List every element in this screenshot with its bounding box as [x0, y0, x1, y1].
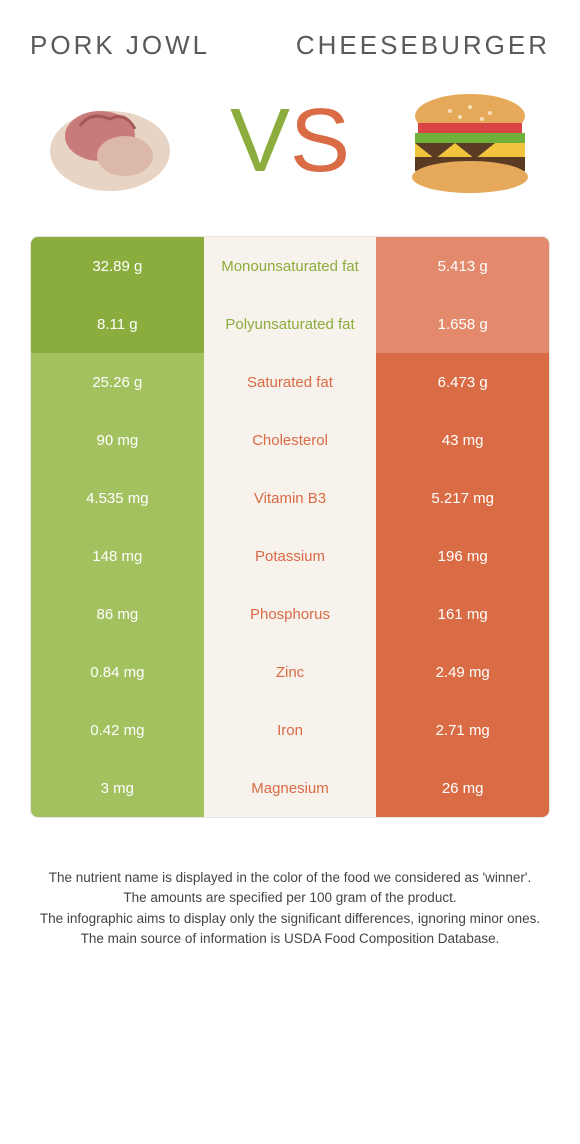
nutrient-name: Potassium [204, 527, 377, 585]
footer-line: The main source of information is USDA F… [30, 929, 550, 949]
footer-notes: The nutrient name is displayed in the co… [30, 868, 550, 949]
nutrient-name: Cholesterol [204, 411, 377, 469]
nutrient-name: Magnesium [204, 759, 377, 817]
right-value: 43 mg [376, 411, 549, 469]
nutrient-name: Iron [204, 701, 377, 759]
footer-line: The infographic aims to display only the… [30, 909, 550, 929]
nutrient-table: 32.89 gMonounsaturated fat5.413 g8.11 gP… [30, 236, 550, 818]
nutrient-name: Vitamin B3 [204, 469, 377, 527]
vs-v: V [230, 91, 290, 191]
left-value: 0.42 mg [31, 701, 204, 759]
pork-jowl-icon [30, 81, 190, 201]
cheeseburger-icon [390, 81, 550, 201]
table-row: 8.11 gPolyunsaturated fat1.658 g [31, 295, 549, 353]
footer-line: The nutrient name is displayed in the co… [30, 868, 550, 888]
table-row: 90 mgCholesterol43 mg [31, 411, 549, 469]
table-row: 3 mgMagnesium26 mg [31, 759, 549, 817]
left-value: 8.11 g [31, 295, 204, 353]
infographic: Pork jowl Cheeseburger VS [0, 0, 580, 989]
titles-row: Pork jowl Cheeseburger [30, 30, 550, 61]
table-row: 148 mgPotassium196 mg [31, 527, 549, 585]
hero-row: VS [30, 81, 550, 201]
left-value: 86 mg [31, 585, 204, 643]
left-value: 25.26 g [31, 353, 204, 411]
nutrient-name: Phosphorus [204, 585, 377, 643]
right-value: 161 mg [376, 585, 549, 643]
left-food-image [30, 81, 190, 201]
footer-line: The amounts are specified per 100 gram o… [30, 888, 550, 908]
table-row: 86 mgPhosphorus161 mg [31, 585, 549, 643]
table-row: 4.535 mgVitamin B35.217 mg [31, 469, 549, 527]
table-row: 25.26 gSaturated fat6.473 g [31, 353, 549, 411]
nutrient-name: Monounsaturated fat [204, 237, 377, 295]
left-value: 32.89 g [31, 237, 204, 295]
left-value: 0.84 mg [31, 643, 204, 701]
table-row: 0.42 mgIron2.71 mg [31, 701, 549, 759]
right-food-image [390, 81, 550, 201]
right-value: 2.71 mg [376, 701, 549, 759]
vs-label: VS [230, 96, 350, 186]
right-value: 26 mg [376, 759, 549, 817]
table-row: 0.84 mgZinc2.49 mg [31, 643, 549, 701]
nutrient-name: Saturated fat [204, 353, 377, 411]
vs-s: S [290, 91, 350, 191]
left-value: 3 mg [31, 759, 204, 817]
right-value: 5.217 mg [376, 469, 549, 527]
nutrient-name: Polyunsaturated fat [204, 295, 377, 353]
right-value: 2.49 mg [376, 643, 549, 701]
right-value: 1.658 g [376, 295, 549, 353]
left-value: 148 mg [31, 527, 204, 585]
left-title: Pork jowl [30, 30, 210, 61]
table-row: 32.89 gMonounsaturated fat5.413 g [31, 237, 549, 295]
left-value: 90 mg [31, 411, 204, 469]
left-value: 4.535 mg [31, 469, 204, 527]
right-value: 196 mg [376, 527, 549, 585]
nutrient-name: Zinc [204, 643, 377, 701]
right-value: 5.413 g [376, 237, 549, 295]
right-value: 6.473 g [376, 353, 549, 411]
right-title: Cheeseburger [296, 30, 550, 61]
